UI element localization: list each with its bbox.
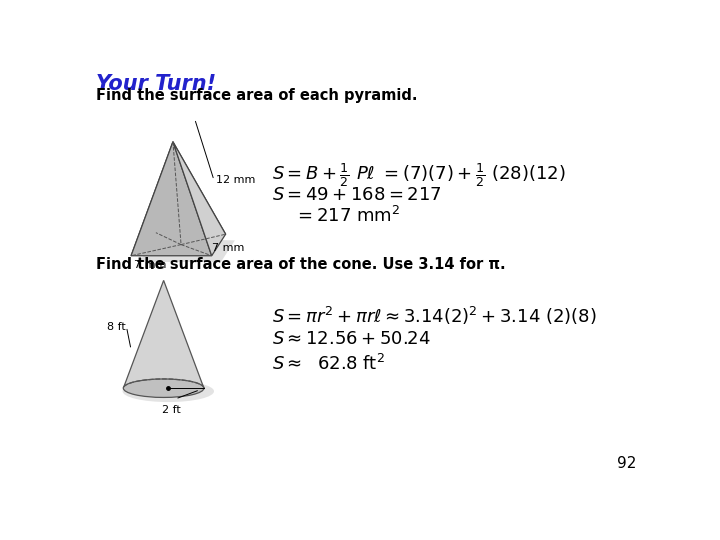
Text: 2 ft: 2 ft [162, 405, 181, 415]
Text: $S = \pi r^2 + \pi r\ell \approx 3.14(2)^2 + 3.14\ (2)(8)$: $S = \pi r^2 + \pi r\ell \approx 3.14(2)… [272, 305, 597, 327]
Text: Find the surface area of each pyramid.: Find the surface area of each pyramid. [96, 88, 418, 103]
Text: $= 217\ \mathrm{mm}^2$: $= 217\ \mathrm{mm}^2$ [294, 206, 400, 226]
Polygon shape [156, 142, 225, 234]
Text: 7 mm: 7 mm [134, 260, 166, 269]
Text: 92: 92 [617, 456, 636, 471]
Text: Find the surface area of the cone. Use 3.14 for π.: Find the surface area of the cone. Use 3… [96, 257, 506, 272]
Ellipse shape [123, 379, 204, 397]
Text: 7 mm: 7 mm [212, 244, 245, 253]
Text: Your Turn!: Your Turn! [96, 74, 216, 94]
Polygon shape [138, 239, 235, 262]
Text: $S \approx\ \ 62.8\ \mathrm{ft}^2$: $S \approx\ \ 62.8\ \mathrm{ft}^2$ [272, 354, 385, 374]
Text: 12 mm: 12 mm [216, 176, 256, 185]
Text: $S = 49 + 168 = 217$: $S = 49 + 168 = 217$ [272, 186, 442, 204]
Polygon shape [131, 142, 212, 256]
Polygon shape [173, 142, 225, 256]
Polygon shape [131, 142, 173, 256]
Text: $S = B + \frac{1}{2}\ P\ell\ =(7)(7) + \frac{1}{2}\ (28)(12)$: $S = B + \frac{1}{2}\ P\ell\ =(7)(7) + \… [272, 161, 566, 189]
Ellipse shape [122, 381, 214, 402]
Text: $S \approx 12.56 + 50.24$: $S \approx 12.56 + 50.24$ [272, 330, 431, 348]
Polygon shape [123, 280, 204, 388]
Text: 8 ft: 8 ft [107, 322, 126, 332]
